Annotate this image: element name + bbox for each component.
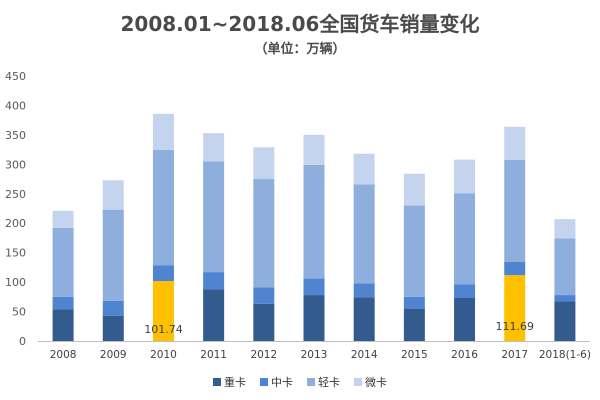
bar-segment (303, 295, 325, 341)
legend: 重卡 中卡 轻卡 微卡 (0, 374, 600, 390)
bar-segment (454, 159, 476, 194)
x-tick-label: 2017 (501, 349, 528, 361)
x-tick-label: 2014 (351, 349, 378, 361)
bar-segment (403, 173, 425, 206)
x-tick-label: 2011 (200, 349, 227, 361)
legend-label: 微卡 (365, 376, 387, 389)
x-axis: 2008 2009 2010 2011 2012 2013 2014 2015 2016 2017… (38, 341, 591, 361)
legend-swatch (354, 378, 362, 386)
bar-segment (454, 193, 476, 285)
bar-stack (303, 134, 325, 341)
data-labels: 101.74 111.69 (144, 320, 534, 336)
bar-segment (554, 295, 576, 302)
legend-item: 轻卡 (307, 374, 340, 390)
bar-segment (253, 179, 275, 288)
bar-stack (554, 219, 576, 341)
bar-segment (504, 126, 526, 160)
bar-stack (353, 153, 375, 341)
bar-stack (203, 133, 225, 341)
bar-stack (102, 180, 124, 341)
bar-segment (52, 227, 74, 297)
bar-segment (303, 134, 325, 165)
bar-segment (403, 308, 425, 341)
chart-subtitle: （单位：万辆） (254, 42, 346, 57)
bar-segment (454, 298, 476, 341)
bar-stack (454, 159, 476, 341)
y-tick-label: 250 (5, 188, 26, 201)
bar-segment (102, 180, 124, 210)
legend-swatch (307, 378, 315, 386)
y-tick-label: 100 (5, 276, 26, 289)
y-tick-label: 0 (19, 335, 26, 348)
data-label: 111.69 (495, 320, 534, 333)
legend-label: 轻卡 (318, 376, 340, 389)
x-tick-label: 2012 (250, 349, 277, 361)
bar-segment (253, 287, 275, 304)
x-tick-label: 2016 (451, 349, 478, 361)
legend-swatch (213, 378, 221, 386)
bar-segment (403, 205, 425, 297)
y-tick-label: 350 (5, 129, 26, 142)
bar-segment (454, 284, 476, 299)
bar-segment (504, 261, 526, 276)
x-tick-label: 2008 (50, 349, 77, 361)
y-tick-label: 300 (5, 158, 26, 171)
bar-segment (102, 315, 124, 341)
legend-label: 重卡 (224, 376, 246, 389)
bar-segment (102, 300, 124, 316)
bar-segment (152, 149, 174, 266)
bar-segment (353, 184, 375, 284)
bar-segment (52, 210, 74, 228)
legend-item: 重卡 (213, 374, 246, 390)
bar-segment (504, 159, 526, 262)
bar-stack (253, 147, 275, 341)
y-tick-label: 200 (5, 217, 26, 230)
bar-segment (203, 133, 225, 162)
bar-segment (203, 289, 225, 341)
chart-title: 2008.01~2018.06全国货车销量变化 (120, 12, 480, 36)
y-axis: 0 50 100 150 200 250 300 350 400 450 (5, 70, 26, 348)
bar-segment (353, 153, 375, 185)
bar-segment (52, 309, 74, 341)
bar-segment (152, 265, 174, 282)
legend-swatch (260, 378, 268, 386)
bar-segment (504, 275, 526, 341)
y-tick-label: 400 (5, 99, 26, 112)
data-label: 101.74 (144, 323, 183, 336)
x-tick-label: 2009 (100, 349, 127, 361)
bar-segment (353, 283, 375, 298)
legend-label: 中卡 (271, 376, 293, 389)
y-tick-label: 450 (5, 70, 26, 83)
x-tick-label: 2013 (301, 349, 328, 361)
bar-segment (403, 296, 425, 309)
x-tick-label: 2018(1-6) (539, 349, 591, 361)
bar-segment (52, 296, 74, 310)
bar-segment (152, 281, 174, 341)
bar-groups (52, 113, 576, 341)
bar-segment (253, 147, 275, 180)
y-tick-label: 50 (12, 306, 26, 319)
bar-segment (554, 238, 576, 296)
bar-segment (303, 164, 325, 279)
bar-segment (203, 272, 225, 290)
legend-item: 中卡 (260, 374, 293, 390)
bar-segment (253, 303, 275, 341)
legend-item: 微卡 (354, 374, 387, 390)
x-tick-label: 2010 (150, 349, 177, 361)
bar-stack (152, 113, 174, 341)
bar-stack (504, 126, 526, 341)
bar-stack (52, 210, 74, 341)
bar-segment (152, 113, 174, 150)
y-tick-label: 150 (5, 247, 26, 260)
x-tick-label: 2015 (401, 349, 428, 361)
bar-stack (403, 173, 425, 341)
bar-segment (102, 209, 124, 301)
bar-segment (203, 161, 225, 273)
bar-segment (303, 278, 325, 296)
bar-segment (554, 219, 576, 239)
bar-segment (353, 297, 375, 341)
bar-segment (554, 301, 576, 341)
